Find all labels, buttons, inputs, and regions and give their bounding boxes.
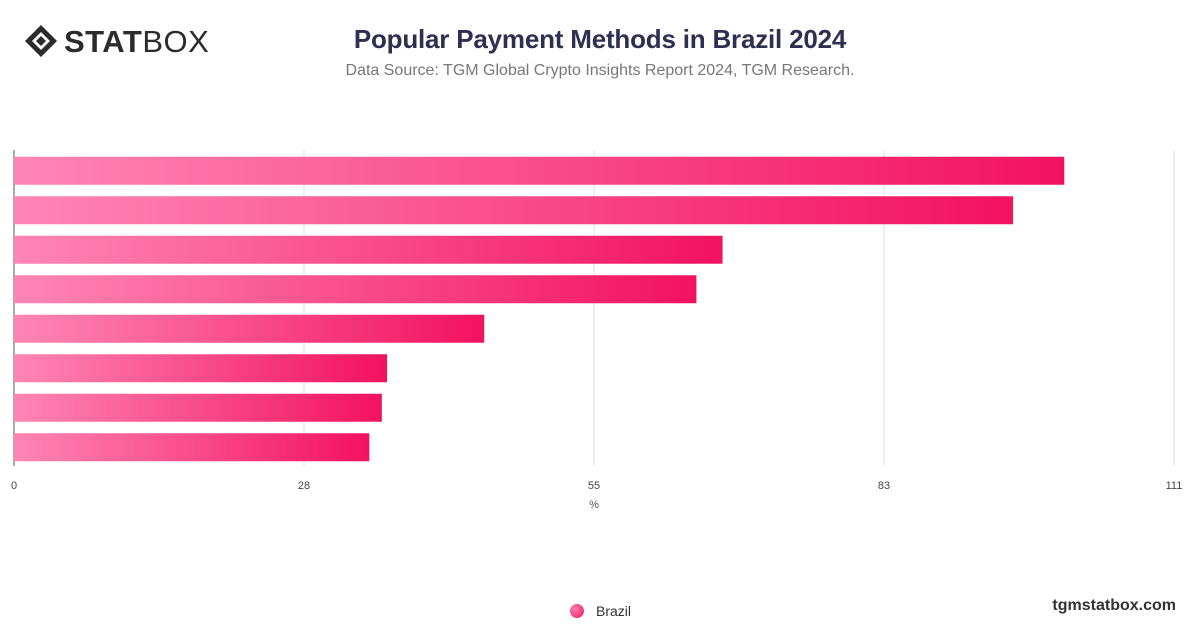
source-website[interactable]: tgmstatbox.com (1052, 597, 1176, 614)
x-axis-ticks: 0 28 55 83 111 (11, 480, 1182, 492)
x-tick-label: 0 (11, 480, 17, 492)
bar-7[interactable] (14, 393, 382, 422)
logo-wordmark: STATBOX (64, 26, 209, 57)
bar-4[interactable] (14, 275, 697, 304)
x-tick-label: 55 (588, 480, 600, 492)
diamond-logo-icon (25, 25, 57, 57)
bar-series-brazil (14, 156, 1065, 462)
x-axis-label: % (589, 499, 599, 511)
logo-text-bold: STAT (64, 23, 143, 59)
chart-title: Popular Payment Methods in Brazil 2024 (353, 24, 847, 54)
legend-swatch (570, 604, 584, 618)
x-tick-label: 28 (298, 480, 310, 492)
bar-2[interactable] (14, 196, 1014, 225)
bar-3[interactable] (14, 235, 723, 264)
chart-subtitle: Data Source: TGM Global Crypto Insights … (345, 62, 855, 79)
bar-5[interactable] (14, 314, 485, 343)
statbox-logo[interactable]: STATBOX (24, 22, 234, 60)
logo-text-light: BOX (142, 23, 210, 59)
x-tick-label: 111 (1166, 480, 1183, 492)
bar-1[interactable] (14, 156, 1065, 185)
bar-8[interactable] (14, 433, 370, 462)
x-tick-label: 83 (878, 480, 890, 492)
legend-label-brazil: Brazil (596, 603, 632, 619)
bar-6[interactable] (14, 354, 388, 383)
legend[interactable]: Brazil (570, 602, 631, 620)
